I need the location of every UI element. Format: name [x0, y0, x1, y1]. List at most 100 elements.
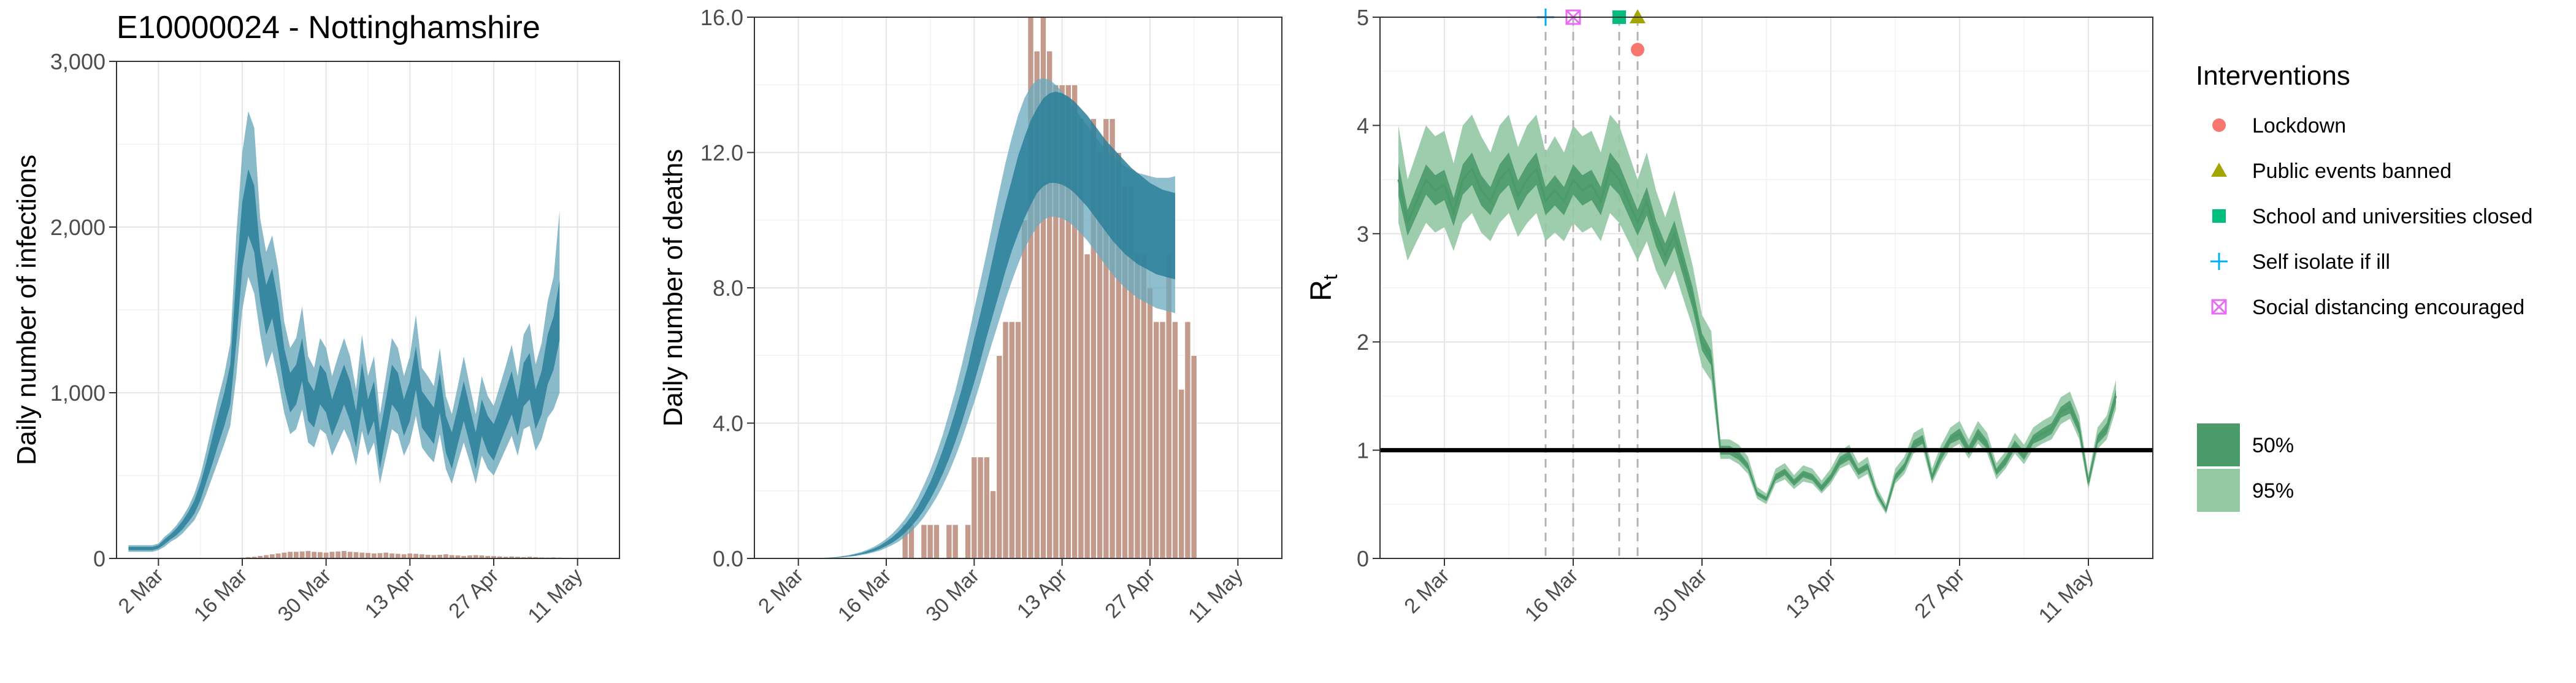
observed-case-bar — [425, 555, 431, 558]
observed-death-bar — [1084, 253, 1091, 559]
legend-intervals: 50% 95% — [2197, 423, 2294, 512]
observed-death-bar — [964, 524, 972, 559]
observed-case-bar — [377, 553, 383, 558]
ci50-band — [128, 169, 560, 550]
observed-case-bar — [329, 552, 335, 558]
y-axis: 0 1,000 2,000 3,000 — [50, 49, 117, 571]
figure-title: E10000024 - Nottinghamshire — [117, 10, 540, 45]
observed-case-bar — [437, 555, 443, 558]
y-tick-label: 16.0 — [700, 5, 743, 30]
x-tick-label: 30 Mar — [1649, 564, 1712, 627]
observed-case-bar — [473, 555, 478, 558]
observed-case-bar — [251, 557, 257, 558]
observed-case-bar — [323, 552, 329, 558]
x-tick-label: 27 Apr — [1100, 564, 1159, 623]
x-tick-label: 2 Mar — [754, 564, 808, 618]
observed-death-bar — [952, 524, 959, 559]
legend-label: Public events banned — [2252, 160, 2451, 183]
observed-death-bar — [1153, 321, 1160, 559]
observed-death-bar — [977, 457, 984, 559]
panel-border — [116, 61, 620, 559]
y-tick-label: 0 — [93, 546, 105, 571]
legend-interventions: Lockdown Public events banned School and u… — [2210, 114, 2532, 319]
observed-case-bar — [383, 552, 389, 558]
y-tick-label: 0 — [1357, 546, 1369, 571]
observed-case-bar — [312, 552, 317, 558]
observed-case-bar — [515, 557, 520, 558]
observed-case-bar — [491, 556, 496, 558]
y-tick-label: 2,000 — [50, 215, 105, 240]
observed-case-bar — [353, 552, 359, 558]
observed-death-bar — [1008, 321, 1015, 559]
observed-death-bar — [1134, 253, 1141, 559]
observed-death-bar — [933, 524, 940, 559]
observed-case-bar — [401, 554, 407, 558]
legend-label: Self isolate if ill — [2252, 250, 2390, 274]
observed-case-bar — [485, 555, 491, 558]
observed-case-bar — [335, 551, 341, 558]
observed-death-bar — [1159, 321, 1166, 559]
y-tick-label: 8.0 — [713, 276, 743, 301]
x-axis: 2 Mar 16 Mar 30 Mar 13 Apr 27 Apr 11 May — [754, 558, 1248, 628]
bands — [767, 78, 1175, 559]
observed-case-bar — [269, 554, 275, 558]
observed-case-bar — [509, 556, 515, 558]
observed-case-bar — [413, 554, 418, 558]
median-line — [1397, 166, 2117, 512]
x-tick-label: 16 Mar — [834, 564, 896, 627]
observed-case-bar — [293, 552, 299, 558]
y-tick-label: 4 — [1357, 113, 1369, 138]
observed-case-bar — [431, 555, 437, 558]
y-axis-label: Rt — [1305, 274, 1341, 301]
x-tick-label: 11 May — [2034, 564, 2098, 628]
observed-death-bar — [989, 490, 997, 559]
legend-key-social-distancing — [2211, 299, 2227, 315]
observed-case-bar — [318, 552, 323, 558]
y-tick-label: 1,000 — [50, 380, 105, 406]
y-axis-label: Daily number of deaths — [658, 149, 688, 426]
observed-case-bar — [258, 555, 263, 558]
x-tick-label: 30 Mar — [274, 564, 336, 627]
observed-case-bar — [455, 555, 461, 558]
observed-case-bar — [533, 557, 539, 558]
legend-label: Lockdown — [2252, 114, 2346, 137]
observed-case-bar — [449, 555, 454, 558]
legend-swatch — [2197, 469, 2240, 512]
observed-death-bar — [1190, 355, 1197, 559]
observed-case-bar — [347, 552, 353, 558]
legend: Interventions Lockdown Public events bann… — [2196, 61, 2532, 512]
y-axis: 0.0 4.0 8.0 12.0 16.0 — [700, 5, 754, 571]
observed-case-bar — [264, 555, 269, 558]
observed-case-bar — [461, 555, 467, 558]
intervention-lines — [1544, 17, 1639, 558]
bands — [1397, 114, 2117, 514]
observed-case-bar — [443, 554, 448, 558]
panel-border — [1379, 17, 2153, 559]
y-tick-label: 2 — [1357, 330, 1369, 355]
observed-death-bar — [1014, 321, 1022, 559]
legend-label: School and universities closed — [2252, 205, 2532, 228]
y-tick-label: 5 — [1357, 5, 1369, 30]
observed-case-bar — [503, 557, 508, 558]
observed-death-bar — [971, 457, 978, 559]
observed-case-bar — [521, 557, 526, 558]
legend-key-school — [2212, 209, 2226, 223]
legend-key-public-events — [2211, 163, 2227, 177]
observed-case-bar — [419, 554, 424, 558]
observed-case-bar — [371, 553, 377, 558]
y-tick-label: 3,000 — [50, 49, 105, 74]
observed-death-bar — [1021, 220, 1028, 559]
x-tick-label: 16 Mar — [190, 564, 252, 627]
ci95-band — [1398, 114, 2116, 514]
observed-case-bar — [395, 554, 401, 558]
observed-death-bar — [1146, 287, 1154, 559]
legend-label: Social distancing encouraged — [2252, 296, 2524, 319]
panel-rt: 0 1 2 3 4 5 2 Mar 16 Mar 30 Mar 13 Apr 27 Apr 11 M… — [1305, 5, 2153, 628]
x-tick-label: 11 May — [1184, 564, 1248, 628]
observed-case-bar — [407, 553, 413, 558]
legend-label: 95% — [2252, 479, 2294, 503]
legend-swatch — [2197, 423, 2240, 466]
observed-case-bar — [245, 557, 251, 558]
bands — [128, 111, 560, 552]
